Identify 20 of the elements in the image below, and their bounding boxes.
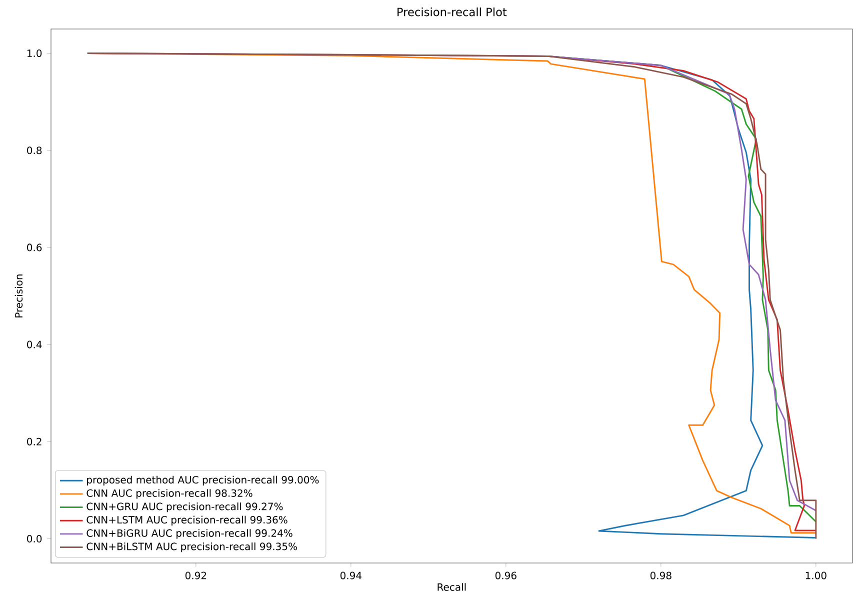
y-tick-label: 0.8 bbox=[27, 146, 42, 154]
y-tick-label: 0.6 bbox=[27, 244, 42, 252]
y-tick-label: 1.0 bbox=[27, 49, 42, 58]
x-tick-label: 0.98 bbox=[650, 572, 672, 580]
x-axis-title: Recall bbox=[438, 583, 466, 591]
y-axis-title: Precision bbox=[14, 274, 23, 318]
x-tick-label: 0.92 bbox=[185, 572, 206, 580]
legend-label: proposed method AUC precision-recall 99.00% bbox=[87, 476, 319, 486]
y-tick-label: 0.0 bbox=[27, 534, 42, 543]
legend-label: CNN AUC precision-recall 98.32% bbox=[86, 489, 252, 499]
legend-label: CNN+BiLSTM AUC precision-recall 99.35% bbox=[86, 542, 297, 552]
y-tick-label: 0.2 bbox=[27, 438, 42, 446]
chart-title: Precision-recall Plot bbox=[398, 8, 507, 16]
x-tick-label: 0.96 bbox=[495, 572, 516, 580]
x-tick-label: 1.00 bbox=[806, 572, 826, 580]
legend-label: CNN+GRU AUC precision-recall 99.27% bbox=[86, 502, 283, 512]
y-tick-label: 0.4 bbox=[27, 340, 42, 348]
legend-label: CNN+BiGRU AUC precision-recall 99.24% bbox=[86, 529, 292, 539]
x-tick-label: 0.94 bbox=[340, 572, 362, 580]
legend-label: CNN+LSTM AUC precision-recall 99.36% bbox=[86, 516, 288, 526]
